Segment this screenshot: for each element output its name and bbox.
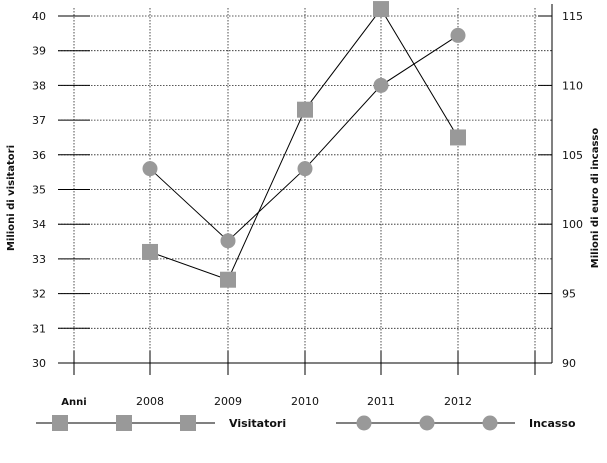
left-tick-label: 39 [32, 45, 46, 58]
right-tick-label: 90 [562, 357, 576, 370]
legend-circle-marker [482, 415, 498, 431]
left-tick-label: 40 [32, 10, 46, 23]
legend-label-incasso: Incasso [529, 417, 576, 430]
left-tick-label: 31 [32, 322, 46, 335]
x-tick-label: 2011 [367, 395, 395, 408]
legend-square-marker [180, 415, 196, 431]
left-tick-label: 35 [32, 184, 46, 197]
square-marker [297, 101, 313, 118]
right-axis-label: Milioni di euro di incasso [590, 128, 601, 269]
left-tick-label: 36 [32, 149, 46, 162]
legend-circle-marker [356, 415, 372, 431]
legend-square-marker [52, 415, 68, 431]
circle-marker [220, 233, 236, 249]
left-axis-ticks: 30 31 32 33 34 35 36 37 38 39 40 [32, 10, 90, 370]
series-lines [149, 8, 459, 281]
series-line-incasso [149, 35, 459, 242]
right-tick-label: 105 [562, 149, 583, 162]
series-line-visitatori [149, 8, 459, 281]
legend: Visitatori Incasso [36, 415, 576, 431]
square-marker [142, 243, 158, 260]
circle-marker [297, 161, 313, 177]
circle-marker [142, 161, 158, 177]
left-tick-label: 33 [32, 253, 46, 266]
square-marker [373, 1, 389, 18]
square-marker [450, 129, 466, 146]
square-marker [220, 271, 236, 288]
legend-circle-marker [419, 415, 435, 431]
x-tick-label: 2010 [291, 395, 319, 408]
x-tick-label: 2009 [214, 395, 242, 408]
left-tick-label: 38 [32, 79, 46, 92]
left-tick-label: 34 [32, 218, 46, 231]
left-axis-label: Milioni di visitatori [6, 145, 17, 251]
left-tick-label: 30 [32, 357, 46, 370]
series-markers [142, 1, 466, 288]
right-tick-label: 110 [562, 79, 583, 92]
x-tick-label: 2012 [444, 395, 472, 408]
x-axis-label: Anni [61, 397, 86, 408]
left-tick-label: 32 [32, 288, 46, 301]
right-axis-ticks: 90 95 100 105 110 115 [538, 10, 583, 370]
x-tick-label: 2008 [136, 395, 164, 408]
left-tick-label: 37 [32, 114, 46, 127]
circle-marker [450, 27, 466, 43]
x-axis-ticks: 2008 2009 2010 2011 2012 [73, 351, 536, 408]
gridlines [58, 8, 552, 363]
right-tick-label: 95 [562, 288, 576, 301]
circle-marker [373, 77, 389, 93]
right-tick-label: 115 [562, 10, 583, 23]
right-tick-label: 100 [562, 218, 583, 231]
legend-square-marker [116, 415, 132, 431]
legend-label-visitatori: Visitatori [229, 417, 286, 430]
